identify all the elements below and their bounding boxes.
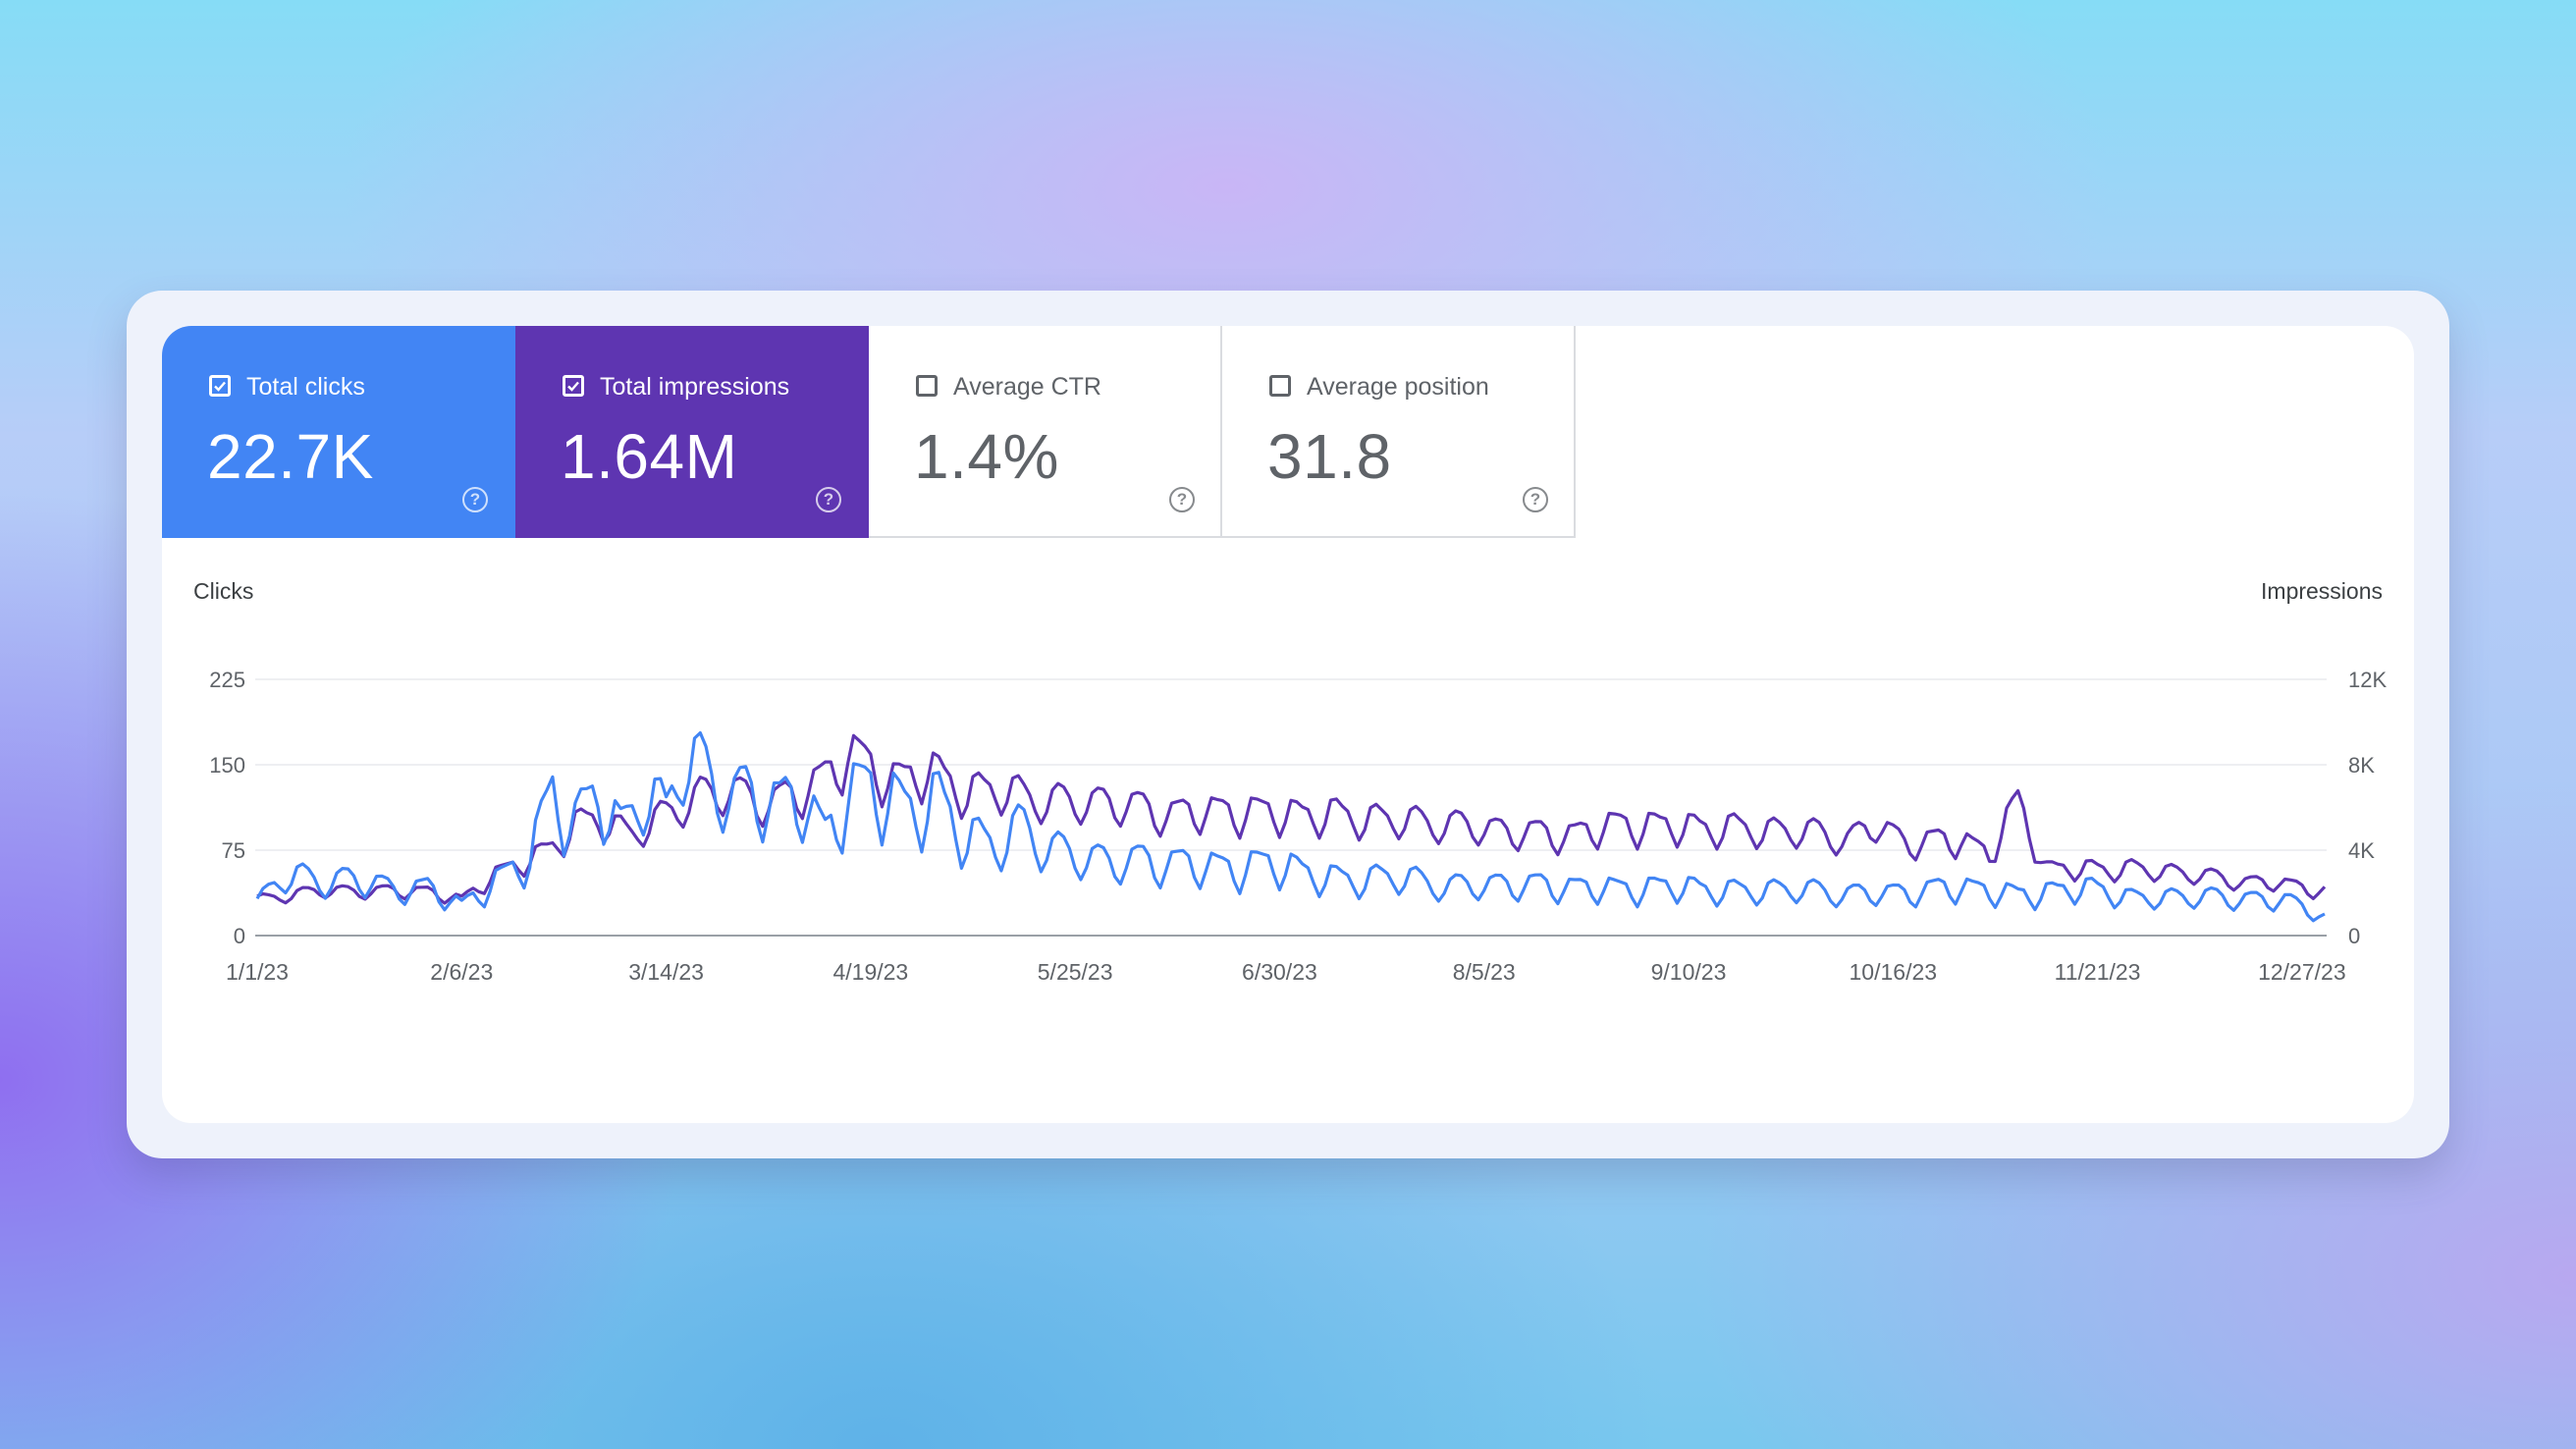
y-left-tick-label: 150 xyxy=(209,753,245,778)
metric-value: 31.8 xyxy=(1267,421,1392,492)
help-circle-icon[interactable]: ? xyxy=(816,487,841,512)
y-right-axis-title: Impressions xyxy=(2261,578,2383,604)
checkbox-unchecked-icon[interactable] xyxy=(1269,375,1291,397)
performance-chart: Clicks Impressions 0 0 75 4K 150 8K 225 12K 1/1/23… xyxy=(193,578,2387,985)
x-tick-label: 1/1/23 xyxy=(226,959,289,985)
help-circle-icon[interactable]: ? xyxy=(1169,487,1195,512)
x-tick-label: 10/16/23 xyxy=(1850,959,1938,985)
metric-label: Total impressions xyxy=(600,373,790,401)
metric-label: Average CTR xyxy=(953,373,1101,401)
series-line-clicks xyxy=(255,730,2326,923)
metric-tabs: Total clicks 22.7K ? Total impressions 1… xyxy=(162,326,1576,538)
x-tick-label: 8/5/23 xyxy=(1453,959,1516,985)
metric-value: 1.4% xyxy=(914,421,1059,492)
help-circle-icon[interactable]: ? xyxy=(1523,487,1548,512)
x-tick-label: 6/30/23 xyxy=(1242,959,1317,985)
checkbox-checked-icon[interactable] xyxy=(563,375,584,397)
x-tick-label: 2/6/23 xyxy=(430,959,493,985)
x-tick-label: 3/14/23 xyxy=(628,959,704,985)
x-tick-label: 4/19/23 xyxy=(832,959,908,985)
y-left-axis-title: Clicks xyxy=(193,578,253,604)
metric-total-impressions[interactable]: Total impressions 1.64M ? xyxy=(515,326,869,538)
metric-average-ctr[interactable]: Average CTR 1.4% ? xyxy=(869,326,1222,538)
y-right-tick-label: 12K xyxy=(2348,668,2387,692)
x-tick-label: 9/10/23 xyxy=(1651,959,1727,985)
series-line-impressions xyxy=(256,733,2327,905)
metric-value: 22.7K xyxy=(207,421,374,492)
y-right-tick-label: 8K xyxy=(2348,753,2375,778)
performance-panel: Total clicks 22.7K ? Total impressions 1… xyxy=(162,326,2414,1123)
x-tick-label: 12/27/23 xyxy=(2258,959,2346,985)
y-left-tick-label: 75 xyxy=(222,838,245,863)
y-right-tick-label: 4K xyxy=(2348,838,2375,863)
checkbox-checked-icon[interactable] xyxy=(209,375,231,397)
y-left-tick-label: 225 xyxy=(209,668,245,692)
help-circle-icon[interactable]: ? xyxy=(462,487,488,512)
y-right-tick-label: 0 xyxy=(2348,924,2360,948)
metric-value: 1.64M xyxy=(561,421,738,492)
y-left-tick-label: 0 xyxy=(234,924,245,948)
checkbox-unchecked-icon[interactable] xyxy=(916,375,938,397)
metric-label: Average position xyxy=(1307,373,1489,401)
performance-card: Total clicks 22.7K ? Total impressions 1… xyxy=(127,291,2449,1158)
x-tick-label: 11/21/23 xyxy=(2055,959,2141,985)
metric-average-position[interactable]: Average position 31.8 ? xyxy=(1222,326,1576,538)
x-tick-label: 5/25/23 xyxy=(1038,959,1113,985)
metric-total-clicks[interactable]: Total clicks 22.7K ? xyxy=(162,326,515,538)
metric-label: Total clicks xyxy=(246,373,365,401)
